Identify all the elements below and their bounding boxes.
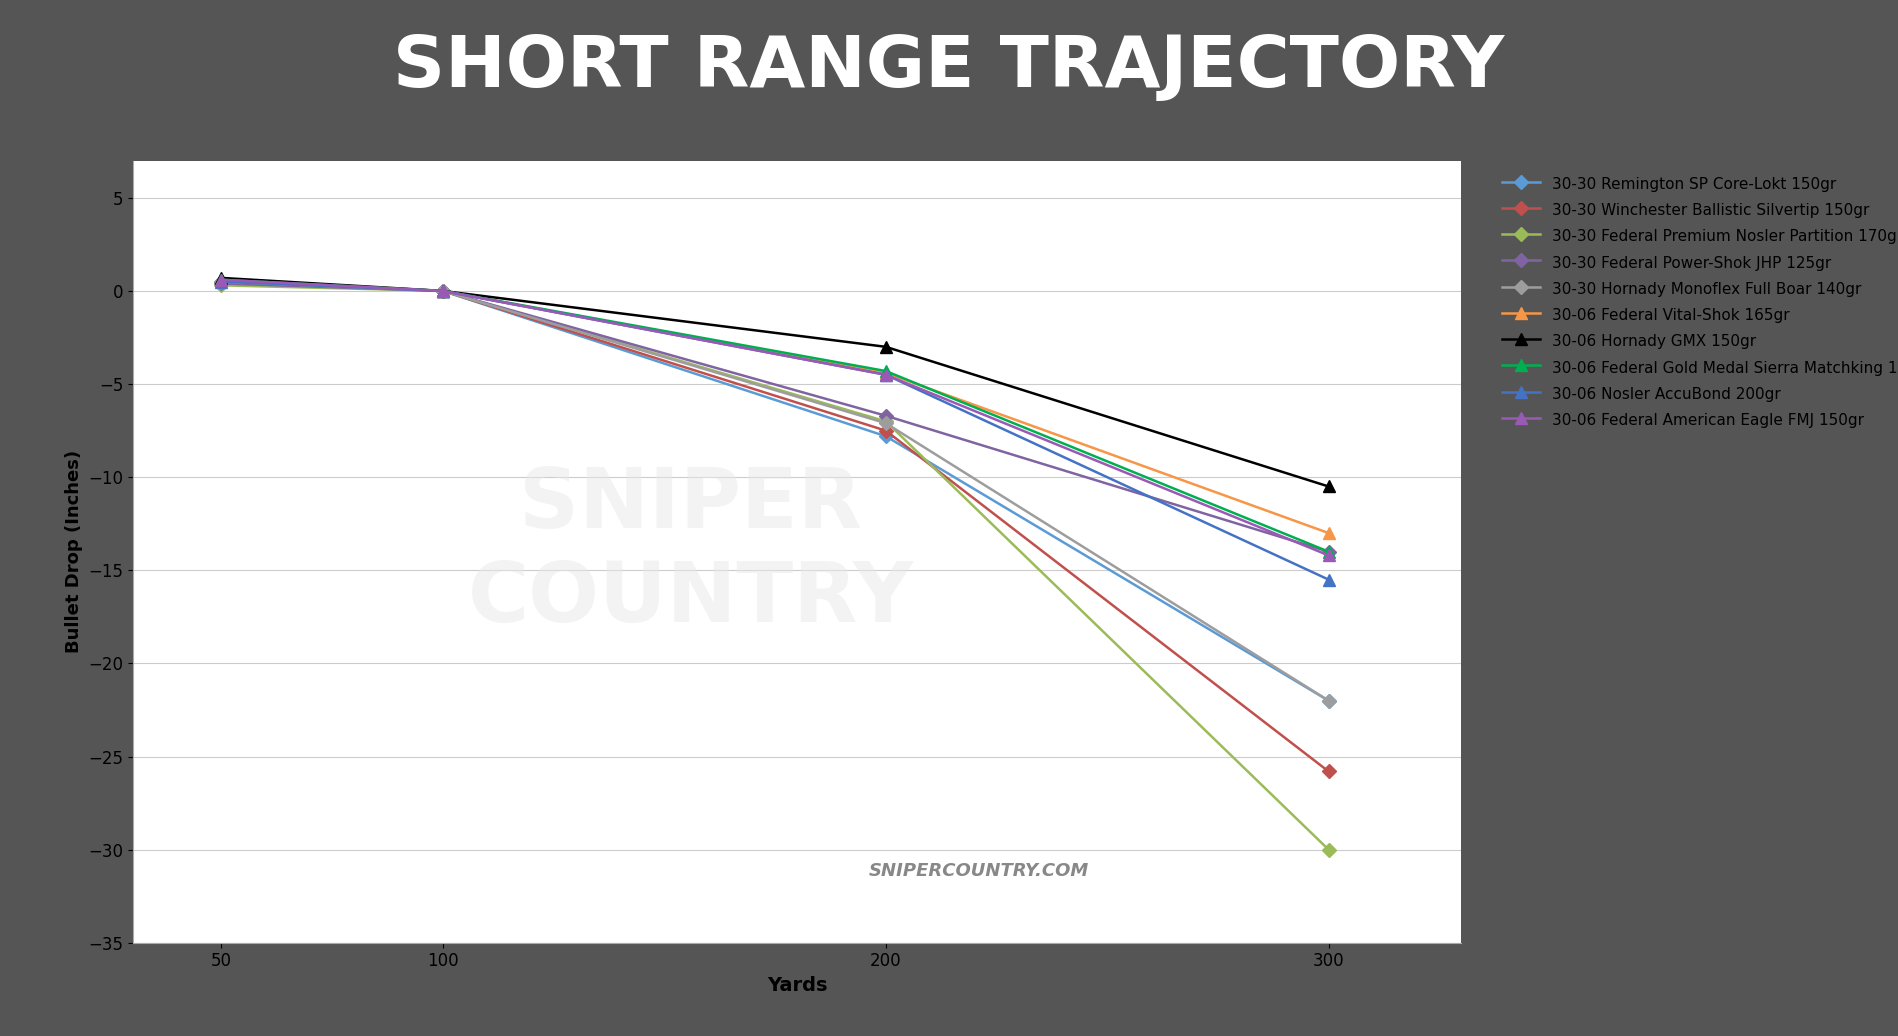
30-30 Federal Power-Shok JHP 125gr bbox=[1317, 545, 1340, 557]
Text: SNIPERCOUNTRY.COM: SNIPERCOUNTRY.COM bbox=[869, 862, 1089, 881]
30-06 Nosler AccuBond 200gr bbox=[211, 276, 233, 288]
30-30 Remington SP Core-Lokt 150gr bbox=[1317, 694, 1340, 707]
30-30 Federal Power-Shok JHP 125gr bbox=[431, 285, 454, 297]
30-06 Federal Gold Medal Sierra Matchking 168gr bbox=[875, 365, 898, 377]
30-06 Federal American Eagle FMJ 150gr bbox=[875, 369, 898, 381]
30-30 Federal Power-Shok JHP 125gr bbox=[211, 278, 233, 290]
30-30 Federal Premium Nosler Partition 170gr bbox=[211, 279, 233, 291]
Line: 30-06 Hornady GMX 150gr: 30-06 Hornady GMX 150gr bbox=[214, 271, 1334, 493]
30-30 Remington SP Core-Lokt 150gr bbox=[431, 285, 454, 297]
30-30 Federal Premium Nosler Partition 170gr bbox=[431, 285, 454, 297]
30-30 Hornady Monoflex Full Boar 140gr bbox=[431, 285, 454, 297]
30-06 Federal American Eagle FMJ 150gr bbox=[211, 274, 233, 286]
Line: 30-30 Federal Power-Shok JHP 125gr: 30-30 Federal Power-Shok JHP 125gr bbox=[216, 279, 1334, 556]
30-06 Federal Gold Medal Sierra Matchking 168gr bbox=[1317, 545, 1340, 557]
30-06 Federal American Eagle FMJ 150gr bbox=[1317, 549, 1340, 562]
30-30 Winchester Ballistic Silvertip 150gr bbox=[431, 285, 454, 297]
30-30 Remington SP Core-Lokt 150gr bbox=[211, 276, 233, 288]
30-30 Hornady Monoflex Full Boar 140gr bbox=[1317, 694, 1340, 707]
30-06 Nosler AccuBond 200gr bbox=[875, 369, 898, 381]
Text: SHORT RANGE TRAJECTORY: SHORT RANGE TRAJECTORY bbox=[393, 33, 1505, 102]
30-30 Federal Premium Nosler Partition 170gr bbox=[1317, 843, 1340, 856]
X-axis label: Yards: Yards bbox=[767, 976, 828, 995]
30-30 Winchester Ballistic Silvertip 150gr bbox=[211, 276, 233, 288]
Line: 30-30 Federal Premium Nosler Partition 170gr: 30-30 Federal Premium Nosler Partition 1… bbox=[216, 281, 1334, 855]
Line: 30-30 Winchester Ballistic Silvertip 150gr: 30-30 Winchester Ballistic Silvertip 150… bbox=[216, 277, 1334, 776]
30-06 Federal Gold Medal Sierra Matchking 168gr bbox=[431, 285, 454, 297]
Line: 30-06 Federal American Eagle FMJ 150gr: 30-06 Federal American Eagle FMJ 150gr bbox=[214, 274, 1334, 562]
30-06 Hornady GMX 150gr bbox=[1317, 481, 1340, 493]
30-06 Federal American Eagle FMJ 150gr bbox=[431, 285, 454, 297]
Text: SNIPER
COUNTRY: SNIPER COUNTRY bbox=[467, 464, 915, 639]
Line: 30-30 Remington SP Core-Lokt 150gr: 30-30 Remington SP Core-Lokt 150gr bbox=[216, 277, 1334, 706]
30-06 Federal Vital-Shok 165gr bbox=[875, 367, 898, 379]
Line: 30-06 Nosler AccuBond 200gr: 30-06 Nosler AccuBond 200gr bbox=[214, 276, 1334, 585]
30-30 Federal Premium Nosler Partition 170gr bbox=[875, 415, 898, 428]
Line: 30-06 Federal Gold Medal Sierra Matchking 168gr: 30-06 Federal Gold Medal Sierra Matchkin… bbox=[214, 274, 1334, 558]
30-06 Federal Vital-Shok 165gr bbox=[431, 285, 454, 297]
30-30 Federal Power-Shok JHP 125gr bbox=[875, 409, 898, 422]
30-06 Hornady GMX 150gr bbox=[211, 271, 233, 284]
30-30 Remington SP Core-Lokt 150gr bbox=[875, 430, 898, 442]
Y-axis label: Bullet Drop (Inches): Bullet Drop (Inches) bbox=[65, 450, 84, 654]
Line: 30-06 Federal Vital-Shok 165gr: 30-06 Federal Vital-Shok 165gr bbox=[214, 274, 1334, 540]
30-30 Winchester Ballistic Silvertip 150gr bbox=[875, 425, 898, 437]
30-06 Federal Vital-Shok 165gr bbox=[1317, 527, 1340, 540]
30-30 Winchester Ballistic Silvertip 150gr bbox=[1317, 766, 1340, 778]
30-06 Nosler AccuBond 200gr bbox=[431, 285, 454, 297]
30-06 Federal Vital-Shok 165gr bbox=[211, 274, 233, 286]
30-06 Hornady GMX 150gr bbox=[431, 285, 454, 297]
30-06 Nosler AccuBond 200gr bbox=[1317, 573, 1340, 585]
30-30 Hornady Monoflex Full Boar 140gr bbox=[211, 276, 233, 288]
30-06 Federal Gold Medal Sierra Matchking 168gr bbox=[211, 274, 233, 286]
30-06 Hornady GMX 150gr bbox=[875, 341, 898, 353]
30-30 Hornady Monoflex Full Boar 140gr bbox=[875, 416, 898, 429]
Line: 30-30 Hornady Monoflex Full Boar 140gr: 30-30 Hornady Monoflex Full Boar 140gr bbox=[216, 277, 1334, 706]
Legend: 30-30 Remington SP Core-Lokt 150gr, 30-30 Winchester Ballistic Silvertip 150gr, : 30-30 Remington SP Core-Lokt 150gr, 30-3… bbox=[1496, 168, 1898, 435]
